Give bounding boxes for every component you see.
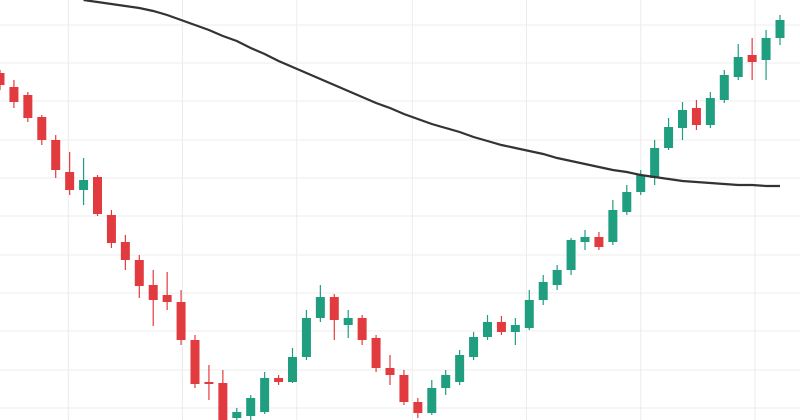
candle-body: [162, 295, 172, 302]
candle-body: [9, 87, 19, 102]
candle-body: [190, 340, 200, 384]
candle-body: [719, 75, 729, 100]
candle-body: [496, 322, 506, 332]
candle-body: [385, 368, 395, 375]
candle-body: [399, 375, 409, 402]
candle-body: [664, 127, 674, 148]
candle-body: [678, 110, 687, 128]
candle-body: [441, 375, 451, 388]
candle-body: [288, 357, 297, 382]
candle-body: [705, 98, 715, 125]
candle-body: [65, 172, 75, 190]
candle-body: [524, 300, 534, 328]
moving-average-line: [83, 0, 780, 188]
candle-body: [761, 38, 771, 60]
candle-body: [594, 237, 604, 247]
candle-body: [79, 180, 89, 190]
candle-body: [552, 270, 562, 285]
candle-body: [510, 325, 520, 332]
candle-body: [204, 382, 214, 384]
candle-body: [343, 318, 353, 325]
candle-body: [483, 322, 492, 337]
candle-body: [775, 20, 785, 38]
candle-body: [148, 285, 158, 300]
candle-body: [260, 378, 270, 412]
candle-body: [120, 242, 130, 260]
candle-body: [580, 237, 590, 242]
candle-body: [23, 95, 33, 118]
candle-body: [37, 117, 47, 140]
candle-body: [650, 148, 660, 178]
candle-body: [301, 318, 311, 357]
candle-body: [747, 55, 757, 62]
candle-body: [218, 383, 228, 420]
candle-body: [566, 240, 576, 270]
candle-body: [427, 388, 437, 413]
candle-body: [357, 318, 367, 340]
candle-body: [246, 398, 256, 416]
candle-body: [176, 302, 186, 340]
candle-body: [636, 175, 646, 192]
candle-body: [538, 282, 548, 300]
candle-body: [691, 108, 701, 125]
candle-body: [134, 260, 144, 286]
candle-body: [469, 337, 479, 357]
candle-body: [413, 402, 423, 413]
candle-body: [455, 355, 465, 382]
candle-body: [232, 412, 242, 418]
candle-body: [733, 57, 743, 77]
candle-body: [0, 73, 5, 85]
candle-body: [329, 297, 339, 320]
candle-body: [274, 378, 284, 382]
candle-body: [315, 297, 325, 318]
candle-body: [51, 140, 61, 170]
candle-body: [608, 210, 618, 242]
candle-body: [93, 177, 102, 214]
candle-body: [106, 215, 116, 243]
candle-body: [622, 192, 632, 212]
candle-body: [371, 338, 381, 368]
